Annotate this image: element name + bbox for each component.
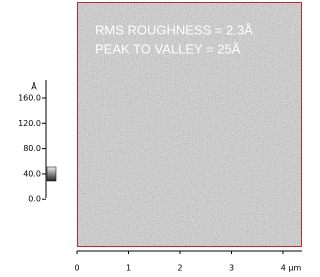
x-tick-label: 1 [126, 264, 131, 273]
colorbar-tick-label: 160.0 [18, 94, 41, 103]
afm-figure: RMS ROUGHNESS = 2.3Å PEAK TO VALLEY = 25… [0, 0, 316, 277]
x-tick-label: 2 [177, 264, 182, 273]
colorbar-unit: Å [31, 81, 37, 92]
page: RMS ROUGHNESS = 2.3Å PEAK TO VALLEY = 25… [0, 0, 316, 277]
afm-image [77, 2, 302, 247]
annotation: RMS ROUGHNESS = 2.3Å [95, 22, 253, 37]
x-tick-label: 4 µm [281, 264, 302, 273]
colorbar-tick-label: 40.0 [23, 169, 41, 178]
annotation: PEAK TO VALLEY = 25Å [95, 41, 241, 56]
x-tick-label: 3 [229, 264, 234, 273]
colorbar-tick-label: 120.0 [18, 119, 41, 128]
colorbar-tick-label: 80.0 [23, 144, 41, 153]
x-ticks: 0 1 2 3 4 µm [74, 251, 301, 273]
colorbar-ticks: 160.0 120.0 80.0 40.0 0.0 [18, 94, 46, 204]
x-tick-label: 0 [74, 264, 79, 273]
colorbar [47, 167, 56, 181]
colorbar-tick-label: 0.0 [28, 195, 41, 204]
